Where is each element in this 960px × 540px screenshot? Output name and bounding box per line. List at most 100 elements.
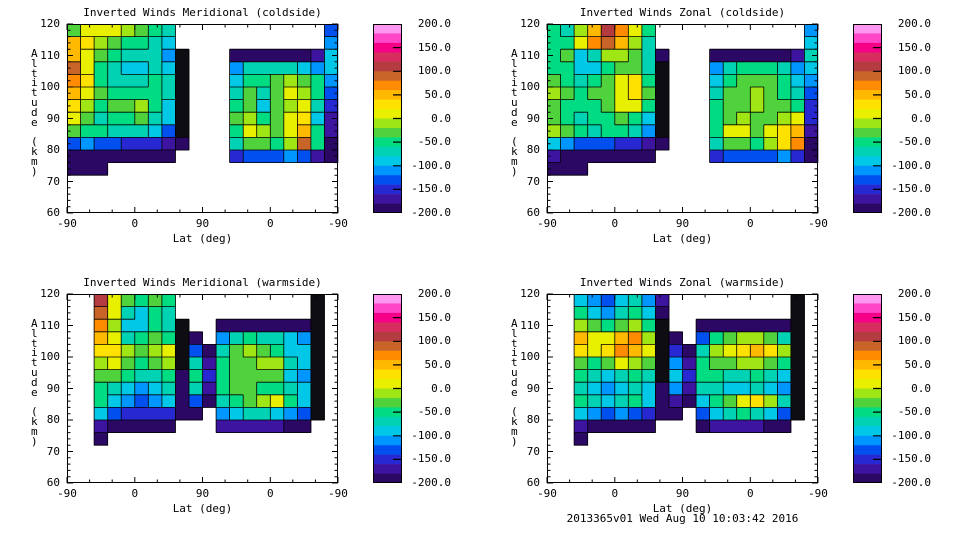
y-tick-label: 90 [46, 381, 60, 395]
y-tick-label: 100 [40, 80, 60, 93]
y-tick-label: 100 [520, 80, 540, 93]
colorbar-tick-label: 0.0 [911, 111, 931, 125]
contour-plot-meridional-warmside [66, 293, 339, 484]
colorbar-tick-label: 100.0 [897, 64, 931, 78]
colorbar-tick-label: -100.0 [891, 158, 931, 172]
colorbar-tick-label: -100.0 [411, 158, 451, 172]
colorbar-tick-label: -150.0 [891, 452, 931, 466]
contour-lines [93, 294, 325, 446]
x-axis-label: Lat (deg) [172, 232, 233, 245]
y-tick-label: 120 [40, 287, 60, 300]
contour-lines [547, 24, 818, 176]
x-tick-label: -90 [57, 217, 77, 230]
colorbar-tick-label: 150.0 [417, 310, 451, 324]
x-tick-label: -90 [808, 217, 828, 230]
contour-lines [573, 294, 805, 446]
colorbar-tick-label: 150.0 [417, 40, 451, 54]
colorbar-tick-label: 100.0 [897, 334, 931, 348]
y-tick-label: 60 [526, 206, 540, 219]
panel-zonal-coldside: Inverted Winds Zonal (coldside) A l t i t… [480, 0, 960, 270]
colorbar-tick-label: 200.0 [897, 287, 931, 300]
colorbar-tick-label: -150.0 [411, 452, 451, 466]
y-tick-label: 100 [520, 350, 540, 363]
colorbar-tick-label: -150.0 [411, 182, 451, 196]
y-axis-label: A l t i t u d e ( k m ) [31, 47, 38, 178]
y-tick-label: 60 [46, 206, 60, 219]
x-axis-label: Lat (deg) [172, 502, 233, 515]
panel-meridional-warmside: Inverted Winds Meridional (warmside) A l … [0, 270, 480, 540]
x-tick-label: 0 [131, 487, 139, 500]
colorbar-tick-label: -100.0 [891, 428, 931, 442]
chart-title: Inverted Winds Zonal (coldside) [579, 6, 786, 19]
colorbar-tick-label: -200.0 [891, 476, 931, 489]
colorbar-tick-label: 50.0 [424, 87, 452, 101]
y-tick-label: 90 [46, 111, 60, 125]
y-axis-label: A l t i t u d e ( k m ) [511, 47, 518, 178]
colorbar-tick-label: 0.0 [431, 381, 451, 395]
colorbar-meridional-coldside [373, 24, 402, 213]
colorbar-tick-label: -50.0 [417, 405, 451, 419]
colorbar-tick-label: 150.0 [897, 310, 931, 324]
colorbar-tick-label: 150.0 [897, 40, 931, 54]
colorbar-tick-label: -100.0 [411, 428, 451, 442]
x-tick-label: 0 [746, 217, 754, 230]
y-tick-label: 80 [46, 413, 60, 426]
x-tick-label: 0 [746, 487, 754, 500]
y-tick-label: 110 [520, 48, 540, 62]
x-tick-label: 0 [131, 217, 139, 230]
chart-title: Inverted Winds Zonal (warmside) [579, 276, 786, 289]
colorbar-tick-label: -150.0 [891, 182, 931, 196]
x-tick-label: -90 [57, 487, 77, 500]
y-tick-label: 110 [40, 48, 60, 62]
chart-title: Inverted Winds Meridional (warmside) [83, 276, 322, 289]
y-tick-label: 120 [40, 17, 60, 30]
y-tick-label: 90 [526, 381, 540, 395]
y-tick-label: 100 [40, 350, 60, 363]
y-tick-label: 70 [526, 174, 540, 188]
x-tick-label: 0 [266, 217, 274, 230]
x-tick-label: 90 [195, 487, 210, 500]
colorbar-tick-label: 100.0 [417, 64, 451, 78]
contour-plot-zonal-warmside [546, 293, 819, 484]
y-tick-label: 80 [526, 143, 540, 156]
x-tick-label: -90 [328, 217, 348, 230]
colorbar-tick-label: 0.0 [431, 111, 451, 125]
y-axis-label: A l t i t u d e ( k m ) [511, 317, 518, 448]
timestamp-note: 2013365v01 Wed Aug 10 10:03:42 2016 [566, 512, 799, 525]
colorbar-tick-label: 200.0 [417, 17, 451, 30]
y-axis-label: A l t i t u d e ( k m ) [31, 317, 38, 448]
contour-plot-zonal-coldside [546, 23, 819, 214]
y-tick-label: 80 [526, 413, 540, 426]
x-axis-label: Lat (deg) [652, 232, 713, 245]
x-tick-label: 90 [675, 487, 690, 500]
x-tick-label: -90 [328, 487, 348, 500]
y-tick-label: 70 [526, 444, 540, 458]
colorbar-zonal-coldside [853, 24, 882, 213]
colorbar-tick-label: 0.0 [911, 381, 931, 395]
x-tick-label: 90 [195, 217, 210, 230]
contour-plot-meridional-coldside [66, 23, 339, 214]
x-tick-label: 0 [611, 487, 619, 500]
y-tick-label: 110 [520, 318, 540, 332]
y-tick-label: 120 [520, 287, 540, 300]
colorbar-tick-label: 200.0 [417, 287, 451, 300]
y-tick-label: 60 [526, 476, 540, 489]
colorbar-tick-label: 200.0 [897, 17, 931, 30]
panel-meridional-coldside: Inverted Winds Meridional (coldside) A l … [0, 0, 480, 270]
y-tick-label: 120 [520, 17, 540, 30]
x-tick-label: -90 [808, 487, 828, 500]
x-axis-label: Lat (deg) [652, 502, 713, 515]
panel-zonal-warmside: Inverted Winds Zonal (warmside) A l t i t… [480, 270, 960, 540]
x-tick-label: -90 [537, 217, 557, 230]
colorbar-tick-label: -50.0 [897, 135, 931, 149]
colorbar-tick-label: 100.0 [417, 334, 451, 348]
colorbar-tick-label: -200.0 [411, 206, 451, 219]
y-tick-label: 70 [46, 444, 60, 458]
x-tick-label: 0 [266, 487, 274, 500]
contour-lines [67, 24, 338, 176]
colorbar-zonal-warmside [853, 294, 882, 483]
y-tick-label: 80 [46, 143, 60, 156]
colorbar-tick-label: 50.0 [904, 87, 932, 101]
y-tick-label: 90 [526, 111, 540, 125]
